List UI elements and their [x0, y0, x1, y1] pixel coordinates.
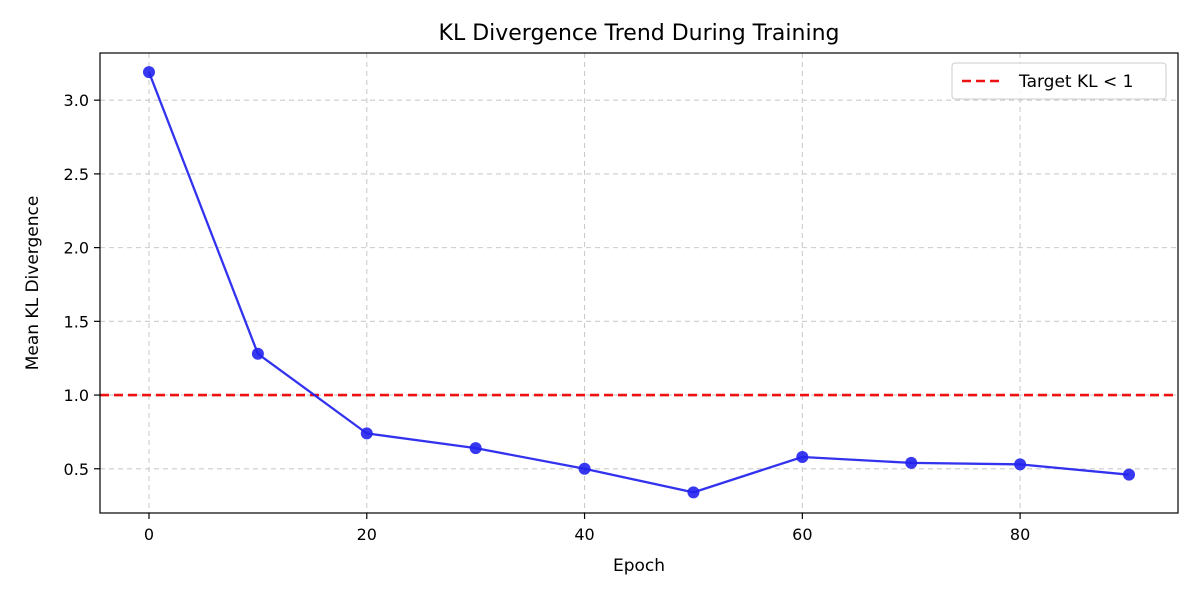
y-tick-label: 0.5: [64, 460, 89, 479]
data-point: [905, 456, 918, 469]
x-tick-label: 0: [144, 525, 154, 544]
data-point: [469, 442, 482, 455]
y-axis-label: Mean KL Divergence: [23, 196, 43, 371]
y-tick-label: 3.0: [64, 91, 89, 110]
data-point: [1014, 458, 1027, 471]
y-tick-label: 2.5: [64, 165, 89, 184]
y-tick-label: 2.0: [64, 239, 89, 258]
plot-frame: [99, 52, 1179, 514]
legend-label-target: Target KL < 1: [1018, 72, 1133, 92]
y-tick-label: 1.5: [64, 312, 89, 331]
data-point: [143, 66, 155, 79]
x-tick-label: 60: [792, 525, 812, 544]
y-tick-label: 1.0: [64, 386, 89, 405]
data-point: [687, 486, 700, 499]
grid: [100, 53, 1178, 513]
chart-title: KL Divergence Trend During Training: [439, 21, 840, 46]
data-point: [578, 462, 591, 475]
data-point: [796, 450, 809, 463]
series-line-0: [147, 71, 1130, 494]
data-point: [1123, 468, 1135, 481]
data-point: [251, 347, 264, 360]
legend: Target KL < 1: [951, 62, 1167, 100]
y-axis-ticks: 0.5 1.0 1.5 2.0 2.5 3.0: [64, 91, 100, 479]
x-tick-label: 80: [1010, 525, 1030, 544]
x-tick-label: 40: [574, 525, 594, 544]
data-point: [360, 427, 373, 440]
legend-box: [951, 62, 1167, 100]
series: [143, 66, 1135, 499]
x-axis-ticks: 0 20 40 60 80: [144, 513, 1030, 544]
x-tick-label: 20: [357, 525, 377, 544]
x-axis-label: Epoch: [613, 556, 665, 576]
